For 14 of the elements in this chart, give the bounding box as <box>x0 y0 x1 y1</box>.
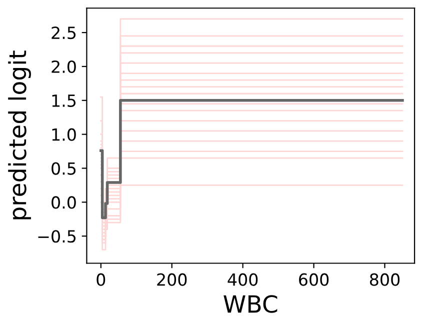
x-tick-label: 0 <box>96 273 106 286</box>
x-tick-label: 600 <box>299 273 329 286</box>
y-tick-label: 2.0 <box>52 60 76 74</box>
x-tick-label: 200 <box>157 273 187 286</box>
y-axis-title: predicted logit <box>8 50 31 220</box>
y-tick-label: 1.0 <box>52 128 76 141</box>
x-tick-label: 800 <box>370 273 400 286</box>
y-tick-label: 0.5 <box>52 162 76 175</box>
y-tick-label: 2.5 <box>52 26 76 40</box>
x-tick-label: 400 <box>228 273 258 286</box>
y-tick-label: −0.5 <box>38 230 76 243</box>
y-tick-label: 1.5 <box>52 94 76 107</box>
y-tick-label: 0.0 <box>52 196 76 209</box>
x-axis-title: WBC <box>224 295 278 313</box>
